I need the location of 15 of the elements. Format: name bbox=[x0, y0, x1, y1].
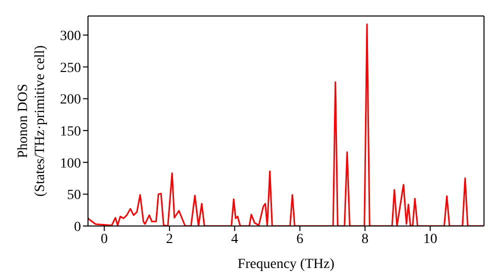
x-tick-label: 2 bbox=[166, 232, 173, 247]
y-tick-label: 150 bbox=[60, 124, 81, 140]
x-tick-label: 6 bbox=[296, 232, 304, 247]
x-tick-label: 10 bbox=[423, 232, 438, 247]
y-tick-label: 0 bbox=[74, 220, 81, 235]
x-axis-title: Frequency (THz) bbox=[238, 257, 335, 272]
y-tick-label: 100 bbox=[60, 156, 81, 172]
y-tick-label: 200 bbox=[60, 92, 81, 108]
y-tick-label: 300 bbox=[60, 29, 81, 44]
y-tick-label: 50 bbox=[67, 188, 81, 204]
x-tick-label: 0 bbox=[100, 232, 108, 247]
x-tick-label: 8 bbox=[362, 232, 369, 247]
x-tick-label: 4 bbox=[231, 232, 238, 247]
y-axis-title: Phonon DOS (States/THz·primitive cell) bbox=[16, 45, 48, 197]
y-tick-label: 250 bbox=[60, 60, 81, 76]
